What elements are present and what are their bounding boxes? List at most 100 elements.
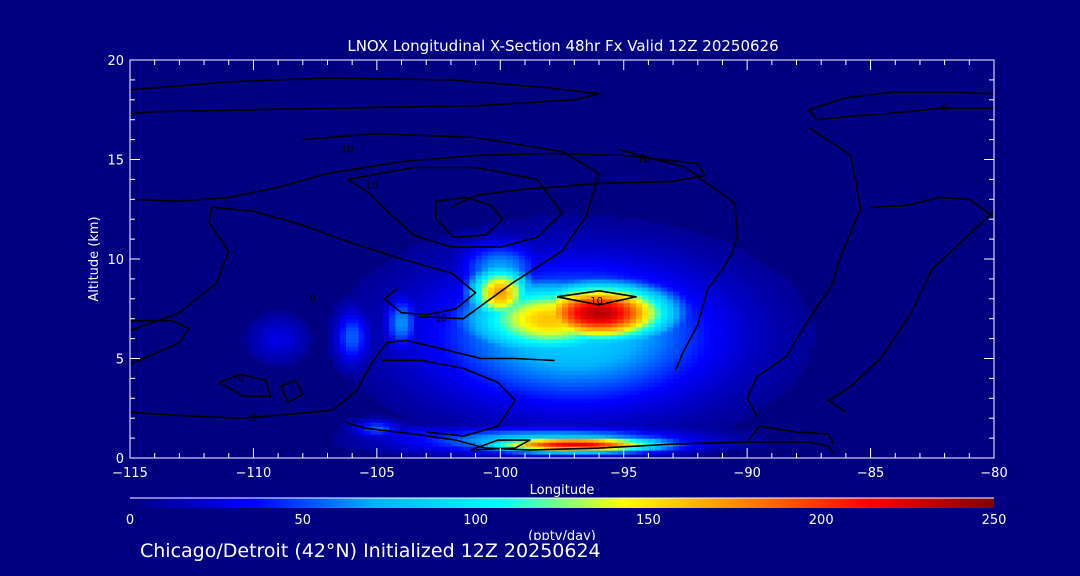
heatmap-cell <box>716 354 724 360</box>
heatmap-cell <box>599 402 606 407</box>
heatmap-cell <box>660 346 668 352</box>
heatmap-cell <box>562 378 569 383</box>
heatmap-cell <box>500 410 508 415</box>
heatmap-cell <box>623 302 631 308</box>
heatmap-cell <box>457 442 464 447</box>
heatmap-cell <box>475 278 483 284</box>
heatmap-cell <box>524 382 532 387</box>
heatmap-cell <box>475 318 483 324</box>
heatmap-cell <box>586 350 594 356</box>
heatmap-cell <box>457 374 464 379</box>
heatmap-cell <box>734 350 742 356</box>
heatmap-cell <box>771 346 779 352</box>
heatmap-cell <box>271 342 279 348</box>
heatmap-cell <box>679 282 687 288</box>
x-tick-label: −95 <box>610 466 637 481</box>
y-axis-label: Altitude (km) <box>87 216 102 301</box>
heatmap-cell <box>475 294 483 300</box>
heatmap-cell <box>568 314 575 320</box>
heatmap-cell <box>747 318 754 324</box>
heatmap-cell <box>549 270 557 276</box>
heatmap-cell <box>636 402 643 407</box>
heatmap-cell <box>648 286 656 292</box>
heatmap-cell <box>506 410 514 415</box>
heatmap-cell <box>747 338 754 344</box>
heatmap-cell <box>543 334 551 340</box>
heatmap-cell <box>401 346 409 352</box>
heatmap-cell <box>506 454 514 459</box>
heatmap-cell <box>716 286 724 292</box>
heatmap-cell <box>629 358 637 364</box>
heatmap-cell <box>617 318 625 324</box>
heatmap-cell <box>636 314 643 320</box>
heatmap-cell <box>432 290 440 296</box>
heatmap-cell <box>518 227 526 232</box>
heatmap-cell <box>617 314 625 320</box>
heatmap-cell <box>562 231 569 236</box>
heatmap-cell <box>376 286 384 292</box>
heatmap-cell <box>691 390 699 395</box>
heatmap-cell <box>740 434 748 439</box>
heatmap-cell <box>679 251 687 256</box>
heatmap-cell <box>623 418 631 423</box>
heatmap-cell <box>469 239 477 244</box>
heatmap-cell <box>666 235 674 240</box>
heatmap-cell <box>512 370 520 376</box>
heatmap-cell <box>346 334 353 340</box>
heatmap-cell <box>543 239 551 244</box>
heatmap-cell <box>370 338 378 344</box>
heatmap-cell <box>475 366 483 372</box>
heatmap-cell <box>383 274 390 280</box>
heatmap-cell <box>549 386 557 391</box>
heatmap-cell <box>302 342 310 348</box>
heatmap-cell <box>537 243 545 248</box>
heatmap-cell <box>506 434 514 439</box>
heatmap-cell <box>537 270 545 276</box>
heatmap-cell <box>654 378 662 383</box>
heatmap-cell <box>383 306 390 312</box>
heatmap-cell <box>346 426 353 431</box>
heatmap-cell <box>481 247 489 252</box>
heatmap-cell <box>648 386 656 391</box>
heatmap-cell <box>716 306 724 312</box>
heatmap-cell <box>623 266 631 272</box>
heatmap-cell <box>383 314 390 320</box>
heatmap-cell <box>438 422 446 427</box>
heatmap-cell <box>494 450 501 455</box>
heatmap-cell <box>339 310 347 316</box>
heatmap-cell <box>327 342 335 348</box>
heatmap-cell <box>611 366 619 372</box>
heatmap-cell <box>296 326 304 332</box>
heatmap-cell <box>346 338 353 344</box>
heatmap-cell <box>395 378 403 383</box>
heatmap-cell <box>642 346 649 352</box>
heatmap-cell <box>395 298 403 304</box>
heatmap-cell <box>753 338 761 344</box>
heatmap-cell <box>524 434 532 439</box>
heatmap-cell <box>605 294 612 300</box>
heatmap-cell <box>734 382 742 387</box>
heatmap-cell <box>716 370 724 376</box>
heatmap-cell <box>543 294 551 300</box>
heatmap-cell <box>537 215 545 220</box>
heatmap-cell <box>562 414 569 419</box>
heatmap-cell <box>376 310 384 316</box>
heatmap-cell <box>494 326 501 332</box>
heatmap-cell <box>728 298 736 304</box>
heatmap-cell <box>531 438 538 443</box>
heatmap-cell <box>586 322 594 328</box>
heatmap-cell <box>543 426 551 431</box>
heatmap-cell <box>790 354 798 360</box>
heatmap-cell <box>654 243 662 248</box>
heatmap-cell <box>759 438 767 443</box>
heatmap-cell <box>346 298 353 304</box>
heatmap-cell <box>710 326 717 332</box>
heatmap-cell <box>599 334 606 340</box>
heatmap-cell <box>531 390 538 395</box>
heatmap-cell <box>710 346 717 352</box>
heatmap-cell <box>636 330 643 336</box>
heatmap-cell <box>784 338 791 344</box>
heatmap-cell <box>450 259 458 264</box>
heatmap-cell <box>722 378 730 383</box>
heatmap-cell <box>364 390 372 395</box>
